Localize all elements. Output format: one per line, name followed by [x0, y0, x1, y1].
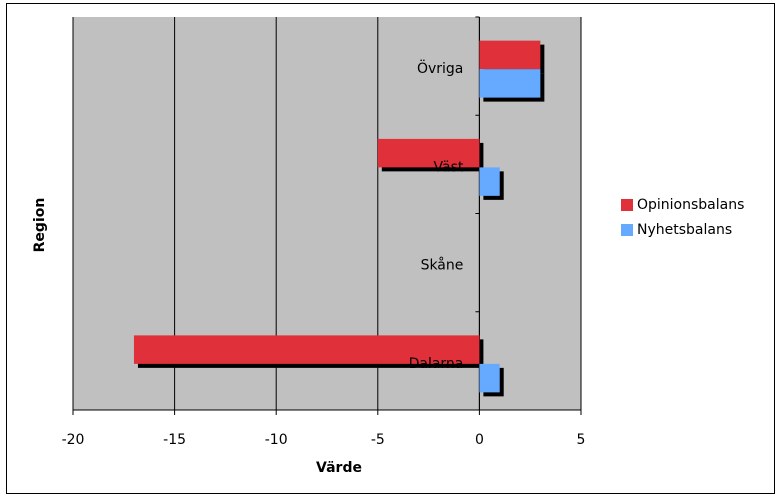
bar — [479, 40, 541, 70]
x-tick-label: -15 — [163, 432, 186, 448]
y-tick-label: Skåne — [421, 257, 464, 274]
y-tick-label: Övriga — [417, 59, 463, 77]
bar — [133, 335, 480, 364]
bar — [377, 138, 480, 168]
legend-label: Opinionsbalans — [637, 197, 744, 213]
y-axis-title: Region — [32, 198, 48, 253]
y-tick-label: Dalarna — [409, 356, 464, 372]
x-tick-label: -5 — [371, 432, 385, 448]
bar — [479, 167, 500, 196]
x-axis-title: Värde — [316, 460, 362, 476]
x-tick-label: -10 — [265, 432, 288, 448]
x-tick-label: -20 — [62, 432, 85, 448]
bar — [479, 363, 500, 393]
legend-swatch — [621, 224, 633, 236]
x-tick-label: 0 — [475, 432, 484, 448]
x-tick-label: 5 — [577, 432, 586, 448]
legend-swatch — [621, 199, 633, 211]
y-tick-label: Väst — [434, 159, 464, 175]
bar — [479, 69, 541, 98]
legend-label: Nyhetsbalans — [637, 222, 732, 238]
